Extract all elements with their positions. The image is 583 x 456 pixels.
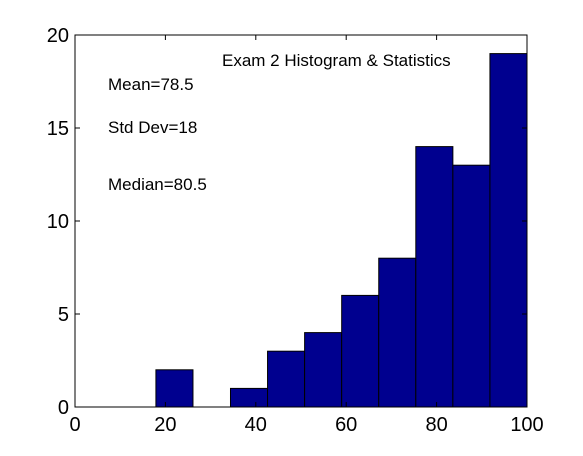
x-tick-label-0: 0 bbox=[69, 414, 80, 436]
x-tick-label-3: 60 bbox=[335, 414, 357, 436]
y-tick-label-3: 15 bbox=[47, 118, 69, 140]
y-axis-ticks: 0 5 10 15 20 bbox=[47, 25, 527, 419]
histogram-bar-2 bbox=[267, 350, 306, 408]
histogram-bar-8 bbox=[489, 53, 528, 408]
y-tick-label-2: 10 bbox=[47, 211, 69, 233]
annotation-std-dev: Std Dev=18 bbox=[108, 118, 197, 137]
histogram-bar-1 bbox=[229, 387, 269, 408]
x-tick-label-5: 100 bbox=[510, 414, 543, 436]
x-tick-label-2: 40 bbox=[245, 414, 267, 436]
histogram-bar-6 bbox=[415, 146, 454, 408]
y-tick-label-1: 5 bbox=[58, 304, 69, 326]
y-tick-label-4: 20 bbox=[47, 25, 69, 47]
y-tick-label-0: 0 bbox=[58, 397, 69, 419]
chart-title: Exam 2 Histogram & Statistics bbox=[222, 51, 451, 70]
histogram-bar-4 bbox=[341, 294, 380, 408]
bars-group bbox=[155, 53, 528, 408]
annotation-median: Median=80.5 bbox=[108, 175, 207, 194]
x-tick-label-1: 20 bbox=[154, 414, 176, 436]
x-tick-label-4: 80 bbox=[425, 414, 447, 436]
histogram-bar-0 bbox=[155, 369, 194, 408]
histogram-bar-5 bbox=[378, 257, 417, 408]
histogram-bar-3 bbox=[304, 332, 343, 408]
x-axis-ticks: 0 20 40 60 80 100 bbox=[69, 35, 544, 436]
annotation-mean: Mean=78.5 bbox=[108, 75, 194, 94]
histogram-bar-7 bbox=[452, 164, 491, 408]
